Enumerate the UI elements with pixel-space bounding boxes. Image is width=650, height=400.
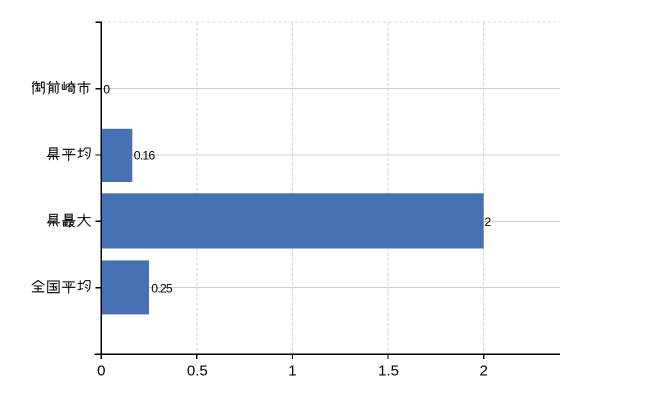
svg-text:1: 1 <box>288 362 296 379</box>
svg-text:2: 2 <box>484 215 491 229</box>
svg-text:0.5: 0.5 <box>187 362 208 379</box>
svg-text:2: 2 <box>480 362 488 379</box>
svg-text:0: 0 <box>103 82 110 96</box>
svg-text:0.25: 0.25 <box>151 281 173 295</box>
svg-text:0: 0 <box>97 362 105 379</box>
svg-text:0.16: 0.16 <box>134 148 156 162</box>
svg-text:1.5: 1.5 <box>378 362 399 379</box>
